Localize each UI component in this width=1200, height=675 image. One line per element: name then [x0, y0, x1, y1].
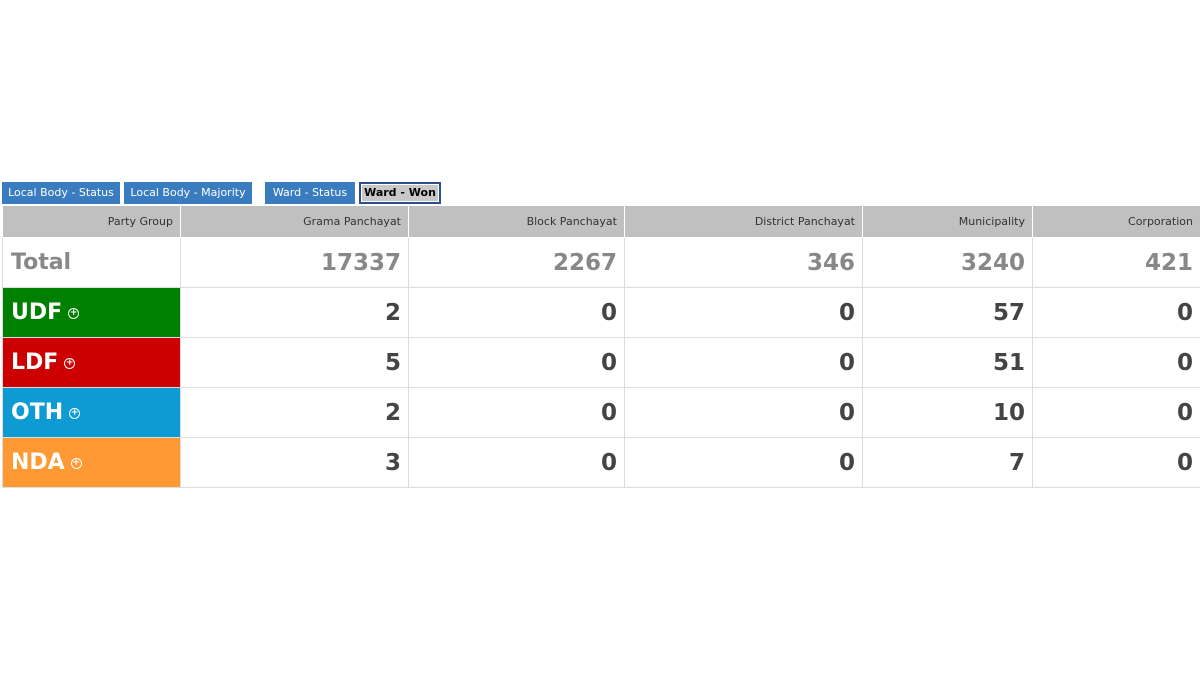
column-header: Party Group [2, 205, 181, 238]
value-cell: 57 [862, 287, 1033, 338]
expand-icon[interactable]: + [68, 307, 80, 319]
expand-icon[interactable]: + [69, 407, 81, 419]
results-table: Party Group Grama Panchayat Block Panchaya… [2, 205, 1200, 488]
party-label: LDF [11, 350, 59, 375]
value-cell: 0 [624, 387, 863, 438]
party-row: Total 17337 2267 346 3240 421 [2, 237, 1200, 288]
value-cell: 51 [862, 337, 1033, 388]
value-cell: 0 [1032, 387, 1200, 438]
tab[interactable]: Ward - Won [359, 182, 441, 204]
column-header: District Panchayat [624, 205, 863, 238]
column-header: Grama Panchayat [180, 205, 409, 238]
party-cell: Total [2, 237, 181, 288]
party-cell: LDF + [2, 337, 181, 388]
value-cell: 0 [624, 437, 863, 488]
value-cell: 0 [1032, 437, 1200, 488]
column-header: Block Panchayat [408, 205, 625, 238]
value-cell: 0 [408, 287, 625, 338]
value-cell: 0 [1032, 337, 1200, 388]
party-row: NDA +3 0 0 7 0 [2, 437, 1200, 488]
party-label: NDA [11, 450, 65, 475]
value-cell: 0 [624, 337, 863, 388]
party-label: Total [11, 250, 72, 275]
value-cell: 0 [408, 387, 625, 438]
expand-icon[interactable]: + [64, 357, 76, 369]
value-cell: 7 [862, 437, 1033, 488]
value-cell: 5 [180, 337, 409, 388]
party-label: OTH [11, 400, 64, 425]
value-cell: 3240 [862, 237, 1033, 288]
tab[interactable]: Ward - Status [265, 182, 355, 204]
tab[interactable]: Local Body - Majority [124, 182, 252, 204]
party-row: LDF +5 0 0 51 0 [2, 337, 1200, 388]
party-cell: UDF + [2, 287, 181, 338]
value-cell: 346 [624, 237, 863, 288]
value-cell: 2267 [408, 237, 625, 288]
party-row: UDF +2 0 0 57 0 [2, 287, 1200, 338]
value-cell: 3 [180, 437, 409, 488]
value-cell: 10 [862, 387, 1033, 438]
party-label: UDF [11, 300, 63, 325]
party-row: OTH +2 0 0 10 0 [2, 387, 1200, 438]
value-cell: 0 [408, 437, 625, 488]
value-cell: 2 [180, 287, 409, 338]
value-cell: 0 [1032, 287, 1200, 338]
party-cell: NDA + [2, 437, 181, 488]
expand-icon[interactable]: + [70, 457, 82, 469]
value-cell: 17337 [180, 237, 409, 288]
tab[interactable]: Local Body - Status [2, 182, 120, 204]
value-cell: 0 [408, 337, 625, 388]
party-cell: OTH + [2, 387, 181, 438]
value-cell: 2 [180, 387, 409, 438]
header-row: Party Group Grama Panchayat Block Panchaya… [2, 205, 1200, 238]
value-cell: 0 [624, 287, 863, 338]
column-header: Municipality [862, 205, 1033, 238]
column-header: Corporation [1032, 205, 1200, 238]
value-cell: 421 [1032, 237, 1200, 288]
